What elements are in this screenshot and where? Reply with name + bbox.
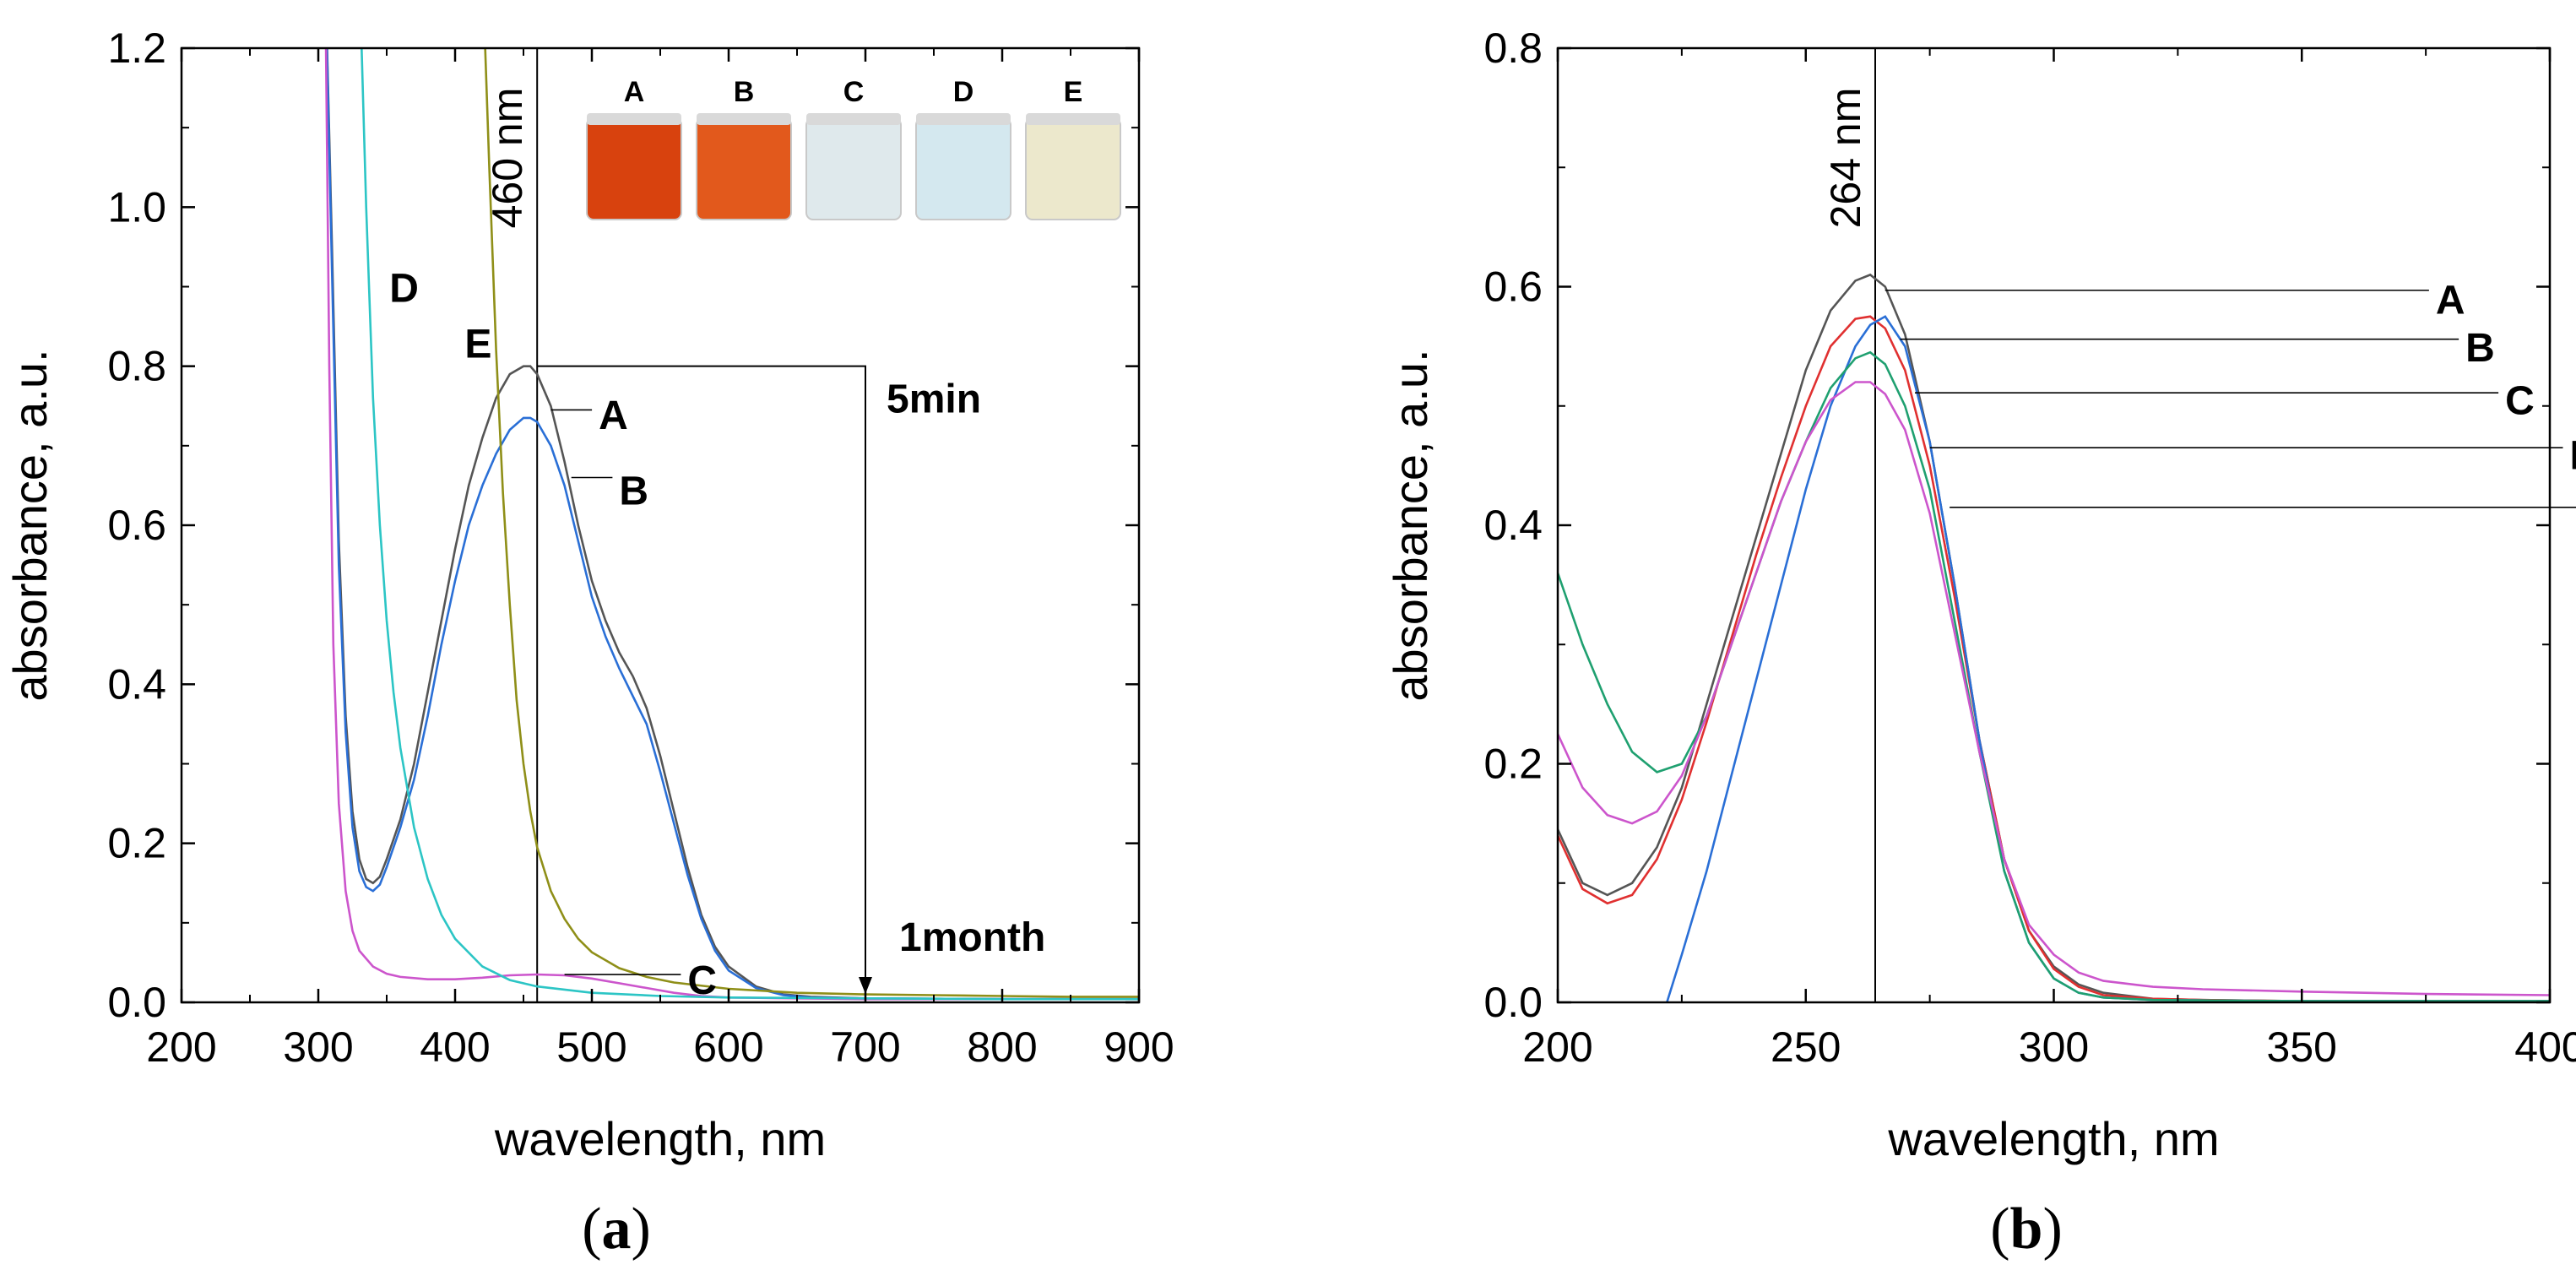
x-tick-label: 900 xyxy=(1104,1023,1174,1071)
x-tick-label: 300 xyxy=(2019,1023,2089,1071)
series-line-b xyxy=(1558,315,2550,1002)
vial-label: E xyxy=(1064,76,1083,108)
vial-rim xyxy=(806,113,901,125)
series-line-a xyxy=(1558,273,2550,1002)
x-tick-label: 200 xyxy=(146,1023,216,1071)
x-axis-label: wavelength, nm xyxy=(494,1112,826,1165)
y-tick-label: 0.4 xyxy=(1483,502,1543,549)
vial-label: B xyxy=(734,76,755,108)
time-start-label: 5min xyxy=(887,377,981,422)
y-tick-label: 0.6 xyxy=(107,502,166,549)
y-tick-label: 0.0 xyxy=(1483,979,1543,1026)
curve-label-d: D xyxy=(389,267,419,312)
y-tick-label: 1.0 xyxy=(107,183,166,231)
vial-d xyxy=(915,117,1011,220)
y-tick-label: 0.2 xyxy=(1483,741,1543,788)
plot-frame xyxy=(1556,46,2552,1004)
x-tick-label: 500 xyxy=(556,1023,626,1071)
y-tick-label: 0.8 xyxy=(1483,24,1543,72)
series-line-d xyxy=(361,48,1139,1001)
x-tick-label: 600 xyxy=(693,1023,763,1071)
vial-b xyxy=(696,117,792,220)
x-tick-label: 200 xyxy=(1522,1023,1592,1071)
vial-rim xyxy=(1026,113,1120,125)
x-tick-label: 700 xyxy=(830,1023,900,1071)
time-arrow-head xyxy=(859,977,872,994)
curve-label-c: C xyxy=(687,958,717,1003)
x-tick-label: 800 xyxy=(967,1023,1037,1071)
panel-label: (b) xyxy=(1990,1197,2063,1262)
vial-label: A xyxy=(624,76,645,108)
curve-label-e: E xyxy=(464,322,491,366)
series-line-a xyxy=(326,48,1139,1001)
series-line-b xyxy=(325,48,1139,1001)
panel-b-chart: 264 nmABCDE2002503003504000.00.20.40.60.… xyxy=(1384,24,2576,1262)
x-axis-label: wavelength, nm xyxy=(1887,1112,2219,1165)
x-tick-label: 300 xyxy=(283,1023,353,1071)
x-tick-label: 250 xyxy=(1771,1023,1841,1071)
y-tick-label: 0.6 xyxy=(1483,263,1543,311)
curve-label-b: B xyxy=(619,470,648,514)
x-tick-label: 400 xyxy=(2514,1023,2576,1071)
panel-label: (a) xyxy=(582,1197,651,1262)
vial-c xyxy=(805,117,902,220)
curve-label-a: A xyxy=(2436,279,2465,323)
curve-label-c: C xyxy=(2505,378,2535,423)
time-arrow xyxy=(537,365,866,991)
series-line-d xyxy=(1558,350,2550,1002)
vial-a xyxy=(586,117,682,220)
vial-rim xyxy=(697,113,791,125)
y-tick-label: 1.2 xyxy=(107,24,166,72)
series-line-e xyxy=(1558,381,2550,996)
vial-e xyxy=(1025,117,1121,220)
y-tick-label: 0.2 xyxy=(107,820,166,867)
y-axis-label: absorbance, a.u. xyxy=(1384,349,1437,701)
reference-line-label: 460 nm xyxy=(484,88,531,229)
series-line-c xyxy=(1666,315,2550,1002)
series-line-e xyxy=(484,48,1139,998)
vial-label: D xyxy=(953,76,974,108)
inset-photo: A B C D E xyxy=(586,76,1121,220)
time-end-label: 1month xyxy=(899,915,1045,960)
reference-line-label: 264 nm xyxy=(1822,88,1869,229)
y-tick-label: 0.4 xyxy=(107,660,166,708)
curve-label-a: A xyxy=(599,394,628,438)
vial-rim xyxy=(587,113,681,125)
vial-label: C xyxy=(843,76,865,108)
vial-rim xyxy=(916,113,1011,125)
y-tick-label: 0.8 xyxy=(107,343,166,390)
y-axis-label: absorbance, a.u. xyxy=(3,349,57,701)
x-tick-label: 350 xyxy=(2267,1023,2337,1071)
curve-label-b: B xyxy=(2465,326,2495,371)
x-tick-label: 400 xyxy=(420,1023,490,1071)
curve-label-d: D xyxy=(2570,433,2576,478)
y-tick-label: 0.0 xyxy=(107,979,166,1026)
